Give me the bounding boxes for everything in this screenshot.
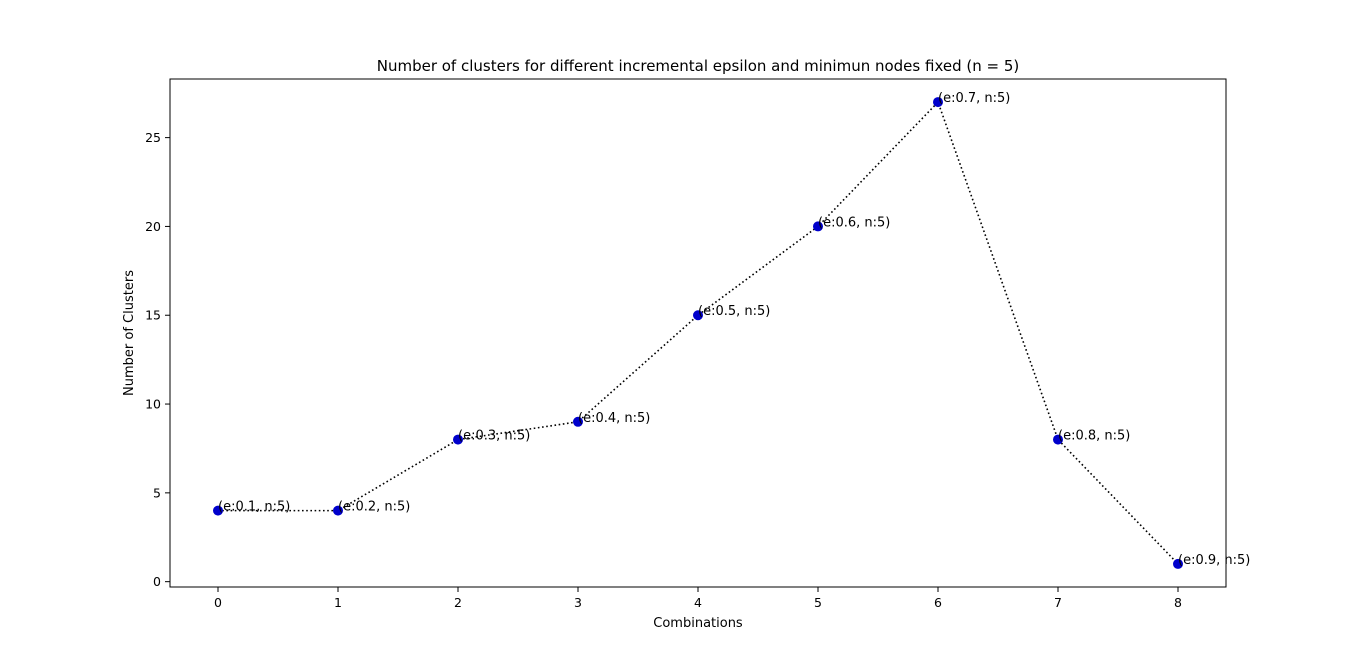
data-point-label: (e:0.6, n:5)	[818, 215, 890, 230]
data-point-label: (e:0.4, n:5)	[578, 411, 650, 426]
x-tick-label: 5	[814, 595, 822, 610]
chart-title: Number of clusters for different increme…	[377, 57, 1020, 75]
y-tick-label: 0	[153, 574, 161, 589]
y-tick-label: 5	[153, 485, 161, 500]
data-point	[813, 221, 823, 232]
data-point	[933, 97, 943, 108]
data-point	[1173, 558, 1183, 569]
x-tick-label: 2	[454, 595, 462, 610]
data-point-label: (e:0.3, n:5)	[458, 429, 530, 444]
x-tick-label: 4	[694, 595, 702, 610]
y-tick-label: 15	[145, 308, 161, 323]
data-point-label: (e:0.1, n:5)	[218, 500, 290, 515]
data-point-label: (e:0.7, n:5)	[938, 91, 1010, 106]
y-axis-ticks: 0 5 10 15 20 25	[145, 130, 170, 589]
y-tick-label: 25	[145, 130, 161, 145]
data-point-label: (e:0.9, n:5)	[1178, 553, 1250, 568]
data-point	[573, 416, 583, 427]
data-point	[213, 505, 223, 516]
point-labels: (e:0.1, n:5) (e:0.2, n:5) (e:0.3, n:5) (e:0…	[218, 91, 1250, 568]
series-line	[218, 100, 1179, 565]
data-point-label: (e:0.8, n:5)	[1058, 429, 1130, 444]
y-tick-label: 20	[145, 219, 161, 234]
x-axis-label: Combinations	[653, 616, 743, 631]
x-tick-label: 8	[1174, 595, 1182, 610]
x-tick-label: 1	[334, 595, 342, 610]
x-tick-label: 7	[1054, 595, 1062, 610]
x-axis-ticks: 0 1 2 3 4 5 6 7 8	[214, 587, 1182, 610]
x-tick-label: 6	[934, 595, 942, 610]
x-tick-label: 0	[214, 595, 222, 610]
data-point-label: (e:0.2, n:5)	[338, 500, 410, 515]
data-point	[453, 434, 463, 445]
y-axis-label: Number of Clusters	[122, 270, 137, 396]
y-tick-label: 10	[145, 397, 161, 412]
data-point	[1053, 434, 1063, 445]
data-point-label: (e:0.5, n:5)	[698, 304, 770, 319]
data-point	[693, 310, 703, 321]
x-tick-label: 3	[574, 595, 582, 610]
data-point	[333, 505, 343, 516]
data-points	[213, 97, 1183, 569]
